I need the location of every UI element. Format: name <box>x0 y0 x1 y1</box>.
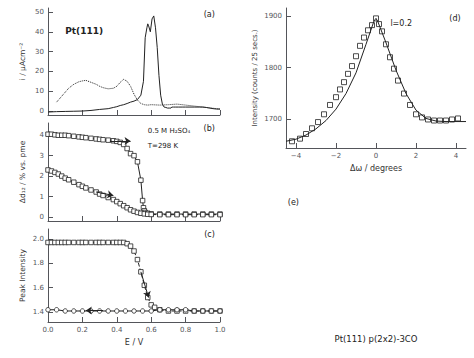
svg-text:−2: −2 <box>331 152 341 160</box>
svg-text:(c): (c) <box>204 230 215 239</box>
svg-text:0: 0 <box>40 107 44 115</box>
svg-text:4: 4 <box>454 152 459 160</box>
svg-text:0.6: 0.6 <box>146 326 158 334</box>
svg-text:2.0: 2.0 <box>33 235 44 243</box>
svg-text:0.4: 0.4 <box>111 326 123 334</box>
svg-text:T=298 K: T=298 K <box>147 142 179 150</box>
svg-text:2: 2 <box>40 172 44 180</box>
svg-text:(e): (e) <box>288 198 299 207</box>
svg-text:40: 40 <box>35 28 44 36</box>
svg-text:Δω / degrees: Δω / degrees <box>350 164 402 173</box>
svg-text:0: 0 <box>374 152 378 160</box>
svg-text:Intensity (counts / 25 secs.): Intensity (counts / 25 secs.) <box>251 29 259 126</box>
svg-text:1900: 1900 <box>264 12 282 20</box>
svg-text:i / μAcm⁻²: i / μAcm⁻² <box>18 43 27 81</box>
svg-text:l=0.2: l=0.2 <box>390 19 412 28</box>
svg-text:50: 50 <box>35 8 44 16</box>
svg-text:(d): (d) <box>449 14 460 23</box>
svg-text:1.4: 1.4 <box>33 308 45 316</box>
svg-text:Peak Intensity: Peak Intensity <box>18 249 27 302</box>
svg-text:30: 30 <box>35 48 44 56</box>
svg-text:1.6: 1.6 <box>33 284 45 292</box>
svg-text:3: 3 <box>40 152 44 160</box>
svg-text:1: 1 <box>40 193 44 201</box>
svg-text:2: 2 <box>414 152 418 160</box>
svg-text:0.5 M H₂SO₄: 0.5 M H₂SO₄ <box>148 127 191 135</box>
svg-text:E / V: E / V <box>125 338 144 347</box>
svg-text:−4: −4 <box>291 152 302 160</box>
svg-text:Pt(111) p(2x2)-3CO: Pt(111) p(2x2)-3CO <box>335 334 418 344</box>
svg-text:(b): (b) <box>204 124 215 133</box>
svg-text:1700: 1700 <box>264 115 282 123</box>
svg-text:0: 0 <box>40 213 44 221</box>
svg-text:(a): (a) <box>204 10 215 19</box>
svg-text:10: 10 <box>35 87 44 95</box>
svg-text:Pt(111): Pt(111) <box>65 26 103 36</box>
svg-text:20: 20 <box>35 67 44 75</box>
svg-text:4: 4 <box>40 131 45 139</box>
svg-text:1800: 1800 <box>264 64 282 72</box>
svg-text:0.8: 0.8 <box>180 326 191 334</box>
svg-text:0.0: 0.0 <box>42 326 53 334</box>
svg-text:1.8: 1.8 <box>33 259 44 267</box>
svg-text:1.0: 1.0 <box>214 326 225 334</box>
svg-text:0.2: 0.2 <box>77 326 88 334</box>
svg-text:Δd₁₂ / % vs. pme: Δd₁₂ / % vs. pme <box>18 140 27 203</box>
